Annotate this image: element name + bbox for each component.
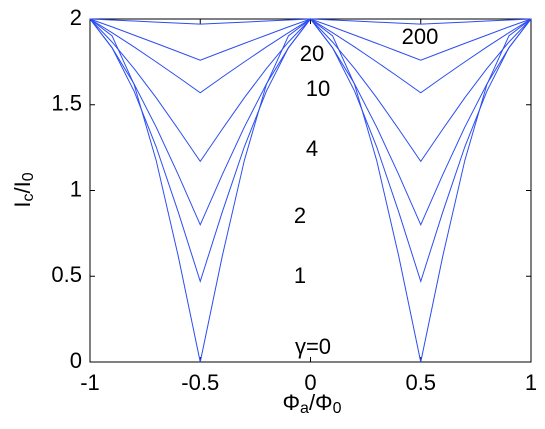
curve-label: γ=0 (295, 334, 331, 359)
y-tick-label: 2 (70, 5, 82, 30)
curve-label: 20 (300, 41, 324, 66)
curve (89, 18, 532, 363)
y-axis-label-part: c (20, 194, 37, 202)
x-tick-label: -1 (80, 370, 100, 395)
x-tick-label: 1 (525, 370, 537, 395)
y-tick-label: 1.5 (51, 91, 82, 116)
x-tick-label: -0.5 (181, 370, 219, 395)
plot-frame (89, 18, 532, 363)
y-tick-label: 1 (70, 176, 82, 201)
curve-label: 2 (294, 203, 306, 228)
y-axis-label-part: 0 (20, 172, 37, 181)
x-axis-label-part: /Φ (309, 390, 333, 415)
curve-label: 4 (306, 136, 318, 161)
x-tick-label: 0.5 (405, 370, 436, 395)
y-axis-label-part: /I (10, 181, 35, 193)
x-axis-label-part: a (300, 400, 309, 417)
x-tick-label: 0 (304, 370, 316, 395)
curve-label: 1 (294, 263, 306, 288)
x-axis-label-part: Φ (282, 390, 300, 415)
x-axis-label-part: 0 (333, 400, 342, 417)
y-tick-label: 0 (70, 348, 82, 373)
y-tick-label: 0.5 (51, 262, 82, 287)
y-axis-label-part: I (10, 202, 35, 208)
curve-label: 10 (306, 76, 330, 101)
x-axis-label: Φa/Φ0 (282, 390, 341, 417)
y-axis-label: Ic/I0 (10, 172, 37, 207)
curve-label: 200 (402, 24, 439, 49)
curve (89, 18, 532, 25)
